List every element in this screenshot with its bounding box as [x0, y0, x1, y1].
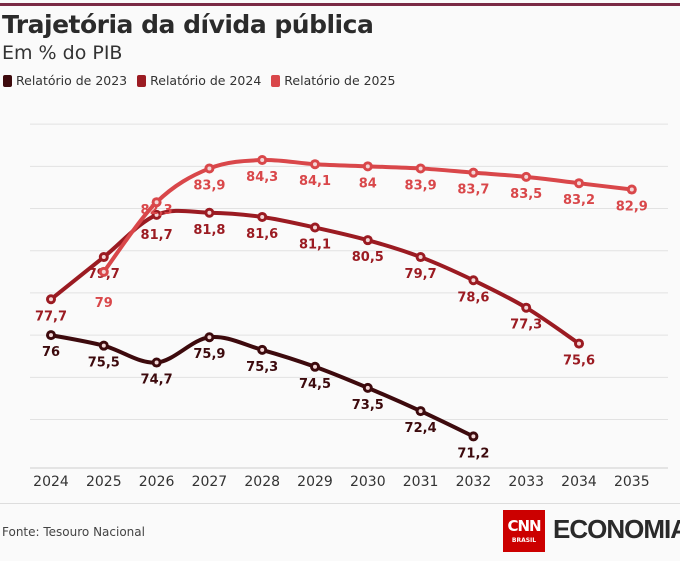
data-point-center — [471, 278, 476, 283]
x-tick-label: 2024 — [33, 474, 69, 490]
economia-logo: ECONOMIA — [553, 514, 680, 544]
x-tick-label: 2035 — [614, 474, 650, 490]
source-note: Fonte: Tesouro Nacional — [2, 525, 145, 539]
data-point-center — [49, 333, 53, 338]
data-label: 76 — [42, 345, 60, 360]
x-tick-label: 2027 — [192, 474, 228, 490]
legend-item-2025: Relatório de 2025 — [271, 73, 395, 88]
data-point-center — [524, 174, 529, 179]
data-point-center — [365, 164, 370, 169]
logo-brasil-text: BRASIL — [511, 537, 537, 544]
data-point-center — [471, 170, 476, 175]
data-label: 72,4 — [405, 421, 437, 436]
legend-swatch — [3, 74, 12, 87]
legend-swatch — [137, 74, 147, 87]
data-label: 80,5 — [352, 250, 384, 265]
line-chart: 2024 2025 2026 2027 2028 2029 2030 2031 2032 2033… — [30, 123, 668, 490]
data-point-center — [524, 305, 529, 310]
data-point-center — [154, 200, 159, 205]
data-label: 84,1 — [299, 174, 331, 189]
data-label: 79,7 — [405, 267, 437, 282]
data-point-center — [207, 210, 212, 215]
data-label: 84 — [359, 176, 377, 191]
data-label: 74,5 — [299, 377, 331, 392]
data-point-center — [154, 360, 159, 365]
x-tick-label: 2029 — [297, 474, 333, 490]
data-point-center — [629, 187, 634, 192]
legend-swatch — [271, 74, 281, 87]
data-label: 75,5 — [88, 356, 120, 371]
data-point-center — [313, 162, 317, 167]
data-point-center — [365, 238, 370, 243]
data-point-center — [49, 297, 53, 302]
accent-bar — [0, 3, 680, 6]
data-point-center — [365, 385, 370, 390]
cnn-brasil-logo: CNN BRASIL — [503, 510, 545, 552]
data-point-center — [260, 158, 265, 162]
data-label: 78,6 — [457, 290, 489, 305]
x-tick-label: 2028 — [244, 474, 280, 490]
data-point-center — [471, 434, 476, 439]
data-point-center — [577, 341, 581, 346]
logo-cnn-text: CNN — [507, 517, 541, 535]
data-label: 83,9 — [193, 178, 225, 193]
data-label: 81,7 — [141, 228, 173, 243]
data-label: 73,5 — [352, 398, 384, 413]
data-point-center — [313, 225, 317, 230]
data-point-center — [313, 364, 317, 369]
x-tick-label: 2033 — [508, 474, 544, 490]
data-point-center — [260, 347, 265, 352]
data-point-center — [101, 343, 106, 348]
legend: Relatório de 2023 Relatório de 2024 Rela… — [3, 73, 395, 88]
data-label: 79 — [95, 296, 113, 311]
data-label: 77,3 — [510, 318, 542, 333]
data-label: 74,7 — [141, 373, 173, 388]
data-label: 75,9 — [193, 347, 225, 362]
data-label: 77,7 — [35, 309, 67, 324]
data-label: 83,7 — [457, 183, 489, 198]
data-label: 82,3 — [141, 203, 173, 218]
data-point-center — [418, 166, 423, 171]
data-point-center — [260, 214, 265, 219]
x-tick-label: 2032 — [456, 474, 492, 490]
data-point-center — [101, 269, 106, 274]
data-label: 83,5 — [510, 187, 542, 202]
chart-subtitle: Em % do PIB — [2, 42, 123, 64]
data-point-center — [418, 255, 423, 260]
legend-label: Relatório de 2024 — [150, 73, 262, 88]
data-point-center — [207, 335, 212, 340]
data-point-center — [577, 181, 581, 186]
data-label: 71,2 — [457, 446, 489, 461]
data-label: 83,9 — [405, 178, 437, 193]
data-label: 82,9 — [616, 200, 648, 215]
legend-label: Relatório de 2023 — [16, 73, 128, 88]
data-label: 81,1 — [299, 238, 331, 253]
data-point-center — [154, 212, 159, 217]
x-tick-label: 2025 — [86, 474, 122, 490]
data-label: 83,2 — [563, 193, 595, 208]
data-label: 81,8 — [193, 223, 225, 238]
x-tick-label: 2030 — [350, 474, 386, 490]
data-label: 75,3 — [246, 360, 278, 375]
data-label: 84,3 — [246, 170, 278, 185]
x-tick-label: 2026 — [139, 474, 175, 490]
legend-item-2024: Relatório de 2024 — [137, 73, 261, 88]
chart-title: Trajetória da dívida pública — [2, 10, 374, 39]
data-point-center — [207, 166, 212, 171]
legend-item-2023: Relatório de 2023 — [3, 73, 127, 88]
divider — [0, 503, 680, 504]
data-label: 81,6 — [246, 227, 278, 242]
legend-label: Relatório de 2025 — [284, 73, 396, 88]
data-point-center — [101, 255, 106, 260]
x-tick-label: 2034 — [561, 474, 597, 490]
data-point-center — [418, 409, 423, 414]
data-label: 75,6 — [563, 354, 595, 369]
x-tick-label: 2031 — [403, 474, 439, 490]
